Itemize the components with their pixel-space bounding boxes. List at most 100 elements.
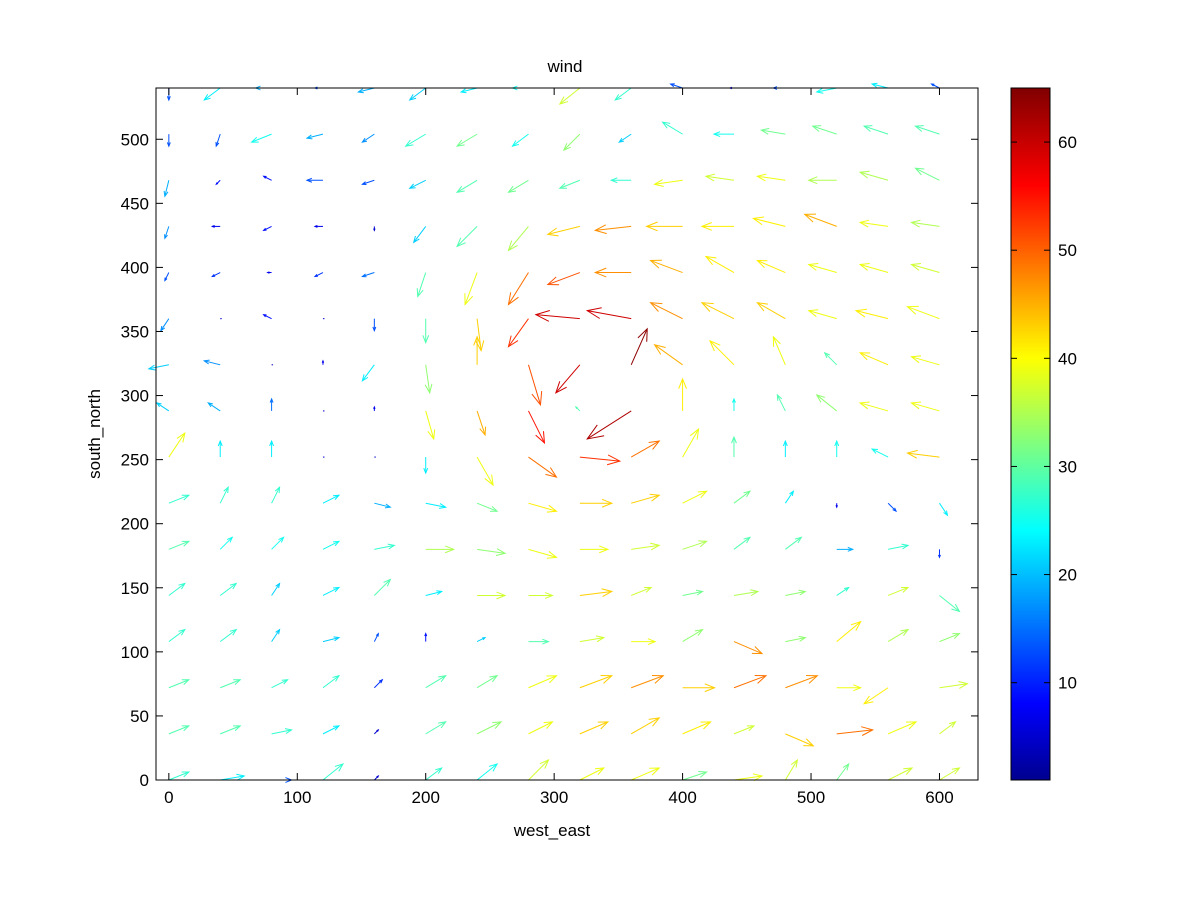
wind-arrow-head — [644, 586, 653, 593]
wind-arrow-head — [870, 82, 878, 88]
wind-arrow — [262, 225, 272, 232]
wind-arrow — [217, 439, 223, 458]
wind-arrow-shaft — [528, 759, 549, 781]
wind-arrow-shaft — [812, 125, 837, 135]
wind-arrow-shaft — [907, 452, 940, 458]
y-axis-ticks: 0 50 100 150 200 250 300 350 400 450 500 — [121, 130, 978, 790]
wind-arrow-head — [278, 536, 285, 543]
wind-arrow-head — [807, 309, 819, 317]
wind-arrow — [416, 272, 427, 298]
wind-arrow — [661, 121, 683, 135]
wind-arrow — [733, 773, 764, 782]
wind-arrow-shaft — [654, 344, 683, 366]
wind-arrow-shaft — [476, 675, 498, 689]
wind-arrow-head — [438, 721, 447, 729]
wind-arrow-shaft — [476, 502, 498, 512]
wind-arrow-head — [599, 545, 610, 554]
wind-arrow-shaft — [586, 410, 632, 440]
wind-arrow — [425, 545, 456, 554]
wind-arrow — [939, 721, 957, 735]
wind-arrow — [609, 177, 632, 184]
wind-arrow — [910, 219, 940, 228]
wind-arrow-shaft — [263, 175, 272, 181]
wind-arrow-head — [760, 127, 770, 135]
wind-arrow-head — [412, 235, 420, 244]
wind-arrow-head — [593, 224, 607, 235]
wind-arrow — [507, 272, 529, 306]
wind-arrow-head — [333, 540, 341, 547]
wind-arrow-shaft — [682, 540, 707, 550]
wind-arrow — [262, 175, 272, 181]
plot-area-frame — [155, 87, 979, 781]
wind-arrow-shaft — [374, 544, 395, 550]
wind-arrow-head — [858, 170, 870, 179]
wind-arrow — [649, 259, 683, 274]
wind-arrow-head — [262, 227, 267, 232]
wind-arrow-head — [938, 554, 941, 559]
wind-arrow-head — [507, 335, 519, 348]
wind-arrow-shaft — [887, 767, 913, 781]
wind-arrow-head — [479, 426, 487, 437]
wind-arrow — [784, 758, 799, 781]
wind-arrow — [147, 364, 169, 371]
wind-arrow — [858, 263, 889, 274]
wind-arrow-head — [910, 401, 922, 410]
wind-arrow-shaft — [753, 217, 786, 227]
y-tick-label: 0 — [140, 771, 149, 790]
wind-arrow-shaft — [476, 721, 502, 735]
wind-arrow-head — [751, 646, 764, 655]
wind-arrow-shaft — [425, 721, 446, 735]
wind-arrow — [528, 675, 558, 689]
wind-arrow-head — [834, 439, 840, 447]
wind-arrow-head — [806, 674, 819, 684]
wind-arrow — [527, 364, 543, 407]
wind-arrow — [939, 767, 961, 781]
wind-arrow — [823, 351, 838, 366]
wind-arrow-shaft — [477, 548, 506, 554]
wind-arrow-head — [262, 314, 267, 318]
wind-arrow-head — [408, 183, 416, 189]
wind-arrow — [220, 725, 242, 735]
wind-arrow — [785, 589, 807, 596]
wind-arrow-shaft — [374, 502, 391, 508]
wind-arrow-shaft — [425, 502, 446, 508]
wind-arrow-head — [313, 273, 318, 278]
wind-arrow — [528, 759, 550, 781]
y-tick-label: 500 — [121, 130, 149, 149]
wind-arrow — [456, 226, 478, 248]
wind-arrow-shaft — [836, 621, 862, 642]
wind-arrow — [220, 679, 242, 689]
wind-arrow-head — [492, 721, 503, 729]
wind-arrow — [930, 83, 940, 89]
wind-arrow-shaft — [413, 226, 427, 243]
wind-arrow — [404, 133, 426, 147]
wind-arrow-head — [731, 435, 737, 444]
wind-arrow-head — [269, 397, 274, 403]
wind-arrow-shaft — [579, 637, 604, 643]
wind-arrow-shaft — [911, 264, 940, 274]
wind-arrow-head — [284, 728, 293, 734]
wind-arrow-head — [618, 137, 624, 143]
wind-arrow-head — [181, 679, 191, 685]
wind-arrow-shaft — [476, 456, 494, 486]
wind-arrow — [269, 397, 274, 411]
wind-arrow — [756, 173, 786, 182]
wind-arrow-shaft — [405, 133, 426, 147]
wind-arrow — [168, 628, 186, 642]
wind-arrow-head — [543, 721, 554, 729]
wind-arrow-shaft — [701, 302, 735, 320]
wind-arrow-head — [383, 578, 392, 587]
wind-arrow — [271, 536, 285, 550]
wind-arrow — [682, 427, 700, 458]
wind-arrow — [220, 773, 246, 781]
wind-arrow — [558, 179, 581, 189]
wind-arrow-head — [542, 638, 550, 645]
wind-arrow — [168, 725, 191, 735]
y-axis-label: south_north — [85, 389, 104, 479]
wind-arrow — [372, 318, 377, 333]
wind-arrow — [266, 271, 272, 274]
wind-arrow-shaft — [220, 679, 241, 689]
wind-arrow-shaft — [322, 587, 340, 596]
wind-arrow-shaft — [654, 179, 683, 185]
